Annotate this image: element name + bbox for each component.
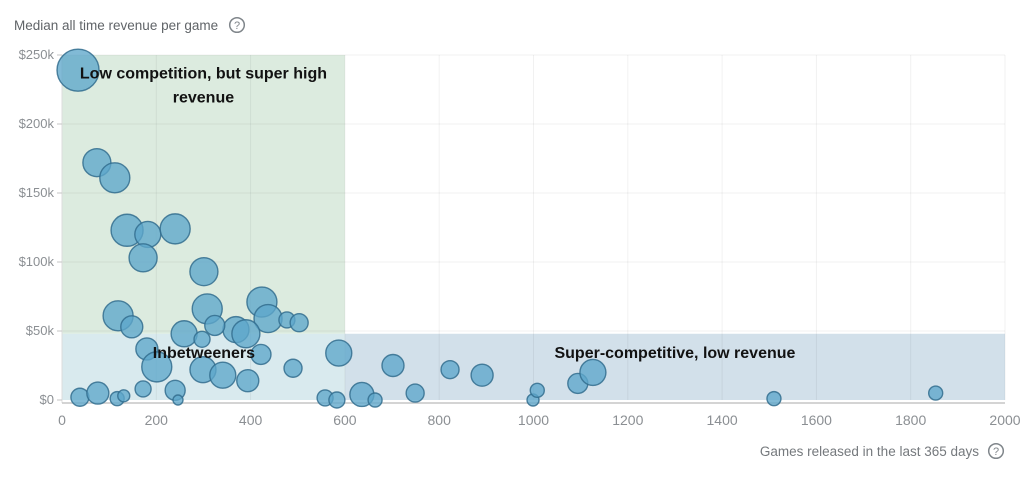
x-tick-label: 1000	[518, 412, 549, 428]
help-icon[interactable]: ?	[987, 442, 1005, 460]
y-tick-label: $200k	[19, 116, 55, 131]
x-tick-label: 1600	[801, 412, 832, 428]
y-tick-label: $250k	[19, 47, 55, 62]
bubble[interactable]	[470, 363, 494, 387]
bubble[interactable]	[117, 389, 131, 403]
x-tick-label: 800	[428, 412, 452, 428]
help-icon[interactable]: ?	[228, 16, 246, 34]
bubble[interactable]	[134, 380, 152, 398]
svg-text:?: ?	[993, 446, 999, 458]
x-tick-label: 200	[145, 412, 169, 428]
bubble[interactable]	[250, 343, 272, 366]
x-tick-label: 1400	[707, 412, 738, 428]
region-low-competition-high-revenue	[62, 55, 345, 334]
svg-text:?: ?	[234, 20, 240, 32]
annotation-inbetweeners: Inbetweeners	[153, 345, 255, 362]
bubble[interactable]	[405, 383, 425, 403]
annotation-super-competitive: Super-competitive, low revenue	[554, 345, 795, 362]
x-tick-label: 400	[239, 412, 263, 428]
y-tick-label: $0	[40, 392, 54, 407]
bubble[interactable]	[927, 385, 944, 401]
bubble[interactable]	[120, 315, 144, 339]
bubble[interactable]	[231, 319, 261, 349]
page-title: Median all time revenue per game	[14, 17, 219, 33]
bubble[interactable]	[70, 387, 90, 407]
bubble[interactable]	[170, 320, 198, 348]
x-tick-label: 1800	[895, 412, 926, 428]
bubble[interactable]	[325, 339, 353, 367]
x-tick-label: 600	[333, 412, 357, 428]
bubble[interactable]	[529, 382, 545, 399]
bubble[interactable]	[172, 394, 184, 406]
bubble[interactable]	[440, 359, 460, 380]
chart-title-bar: Median all time revenue per game ?	[14, 16, 246, 34]
y-tick-label: $50k	[26, 323, 55, 338]
y-tick-label: $100k	[19, 254, 55, 269]
x-axis-title-bar: Games released in the last 365 days ?	[760, 442, 1005, 460]
bubble[interactable]	[579, 358, 607, 387]
bubble[interactable]	[193, 330, 211, 348]
bubble[interactable]	[328, 391, 346, 409]
bubble[interactable]	[236, 368, 260, 393]
annotation-low-competition: Low competition, but super high revenue	[80, 65, 327, 106]
bubble[interactable]	[134, 220, 162, 249]
bubble[interactable]	[189, 256, 219, 287]
x-tick-label: 0	[58, 412, 66, 428]
bubble[interactable]	[289, 313, 309, 333]
bubble[interactable]	[367, 392, 383, 408]
bubble[interactable]	[381, 353, 405, 378]
bubble[interactable]	[204, 314, 226, 337]
bubble[interactable]	[141, 351, 173, 383]
bubble[interactable]	[128, 243, 158, 273]
y-tick-label: $150k	[19, 185, 55, 200]
bubble[interactable]	[56, 48, 100, 92]
bubble[interactable]	[766, 390, 782, 407]
x-tick-label: 1200	[612, 412, 643, 428]
x-axis-title: Games released in the last 365 days	[759, 443, 979, 459]
bubble[interactable]	[209, 361, 237, 389]
bubble[interactable]	[283, 358, 303, 378]
bubble[interactable]	[99, 162, 131, 194]
bubble[interactable]	[86, 381, 110, 405]
bubble-chart: $0 $50k $100k $150k $200k $250k 0 200 400 600 800 1…	[19, 47, 1021, 428]
x-tick-label: 2000	[989, 412, 1020, 428]
bubble[interactable]	[159, 213, 191, 245]
